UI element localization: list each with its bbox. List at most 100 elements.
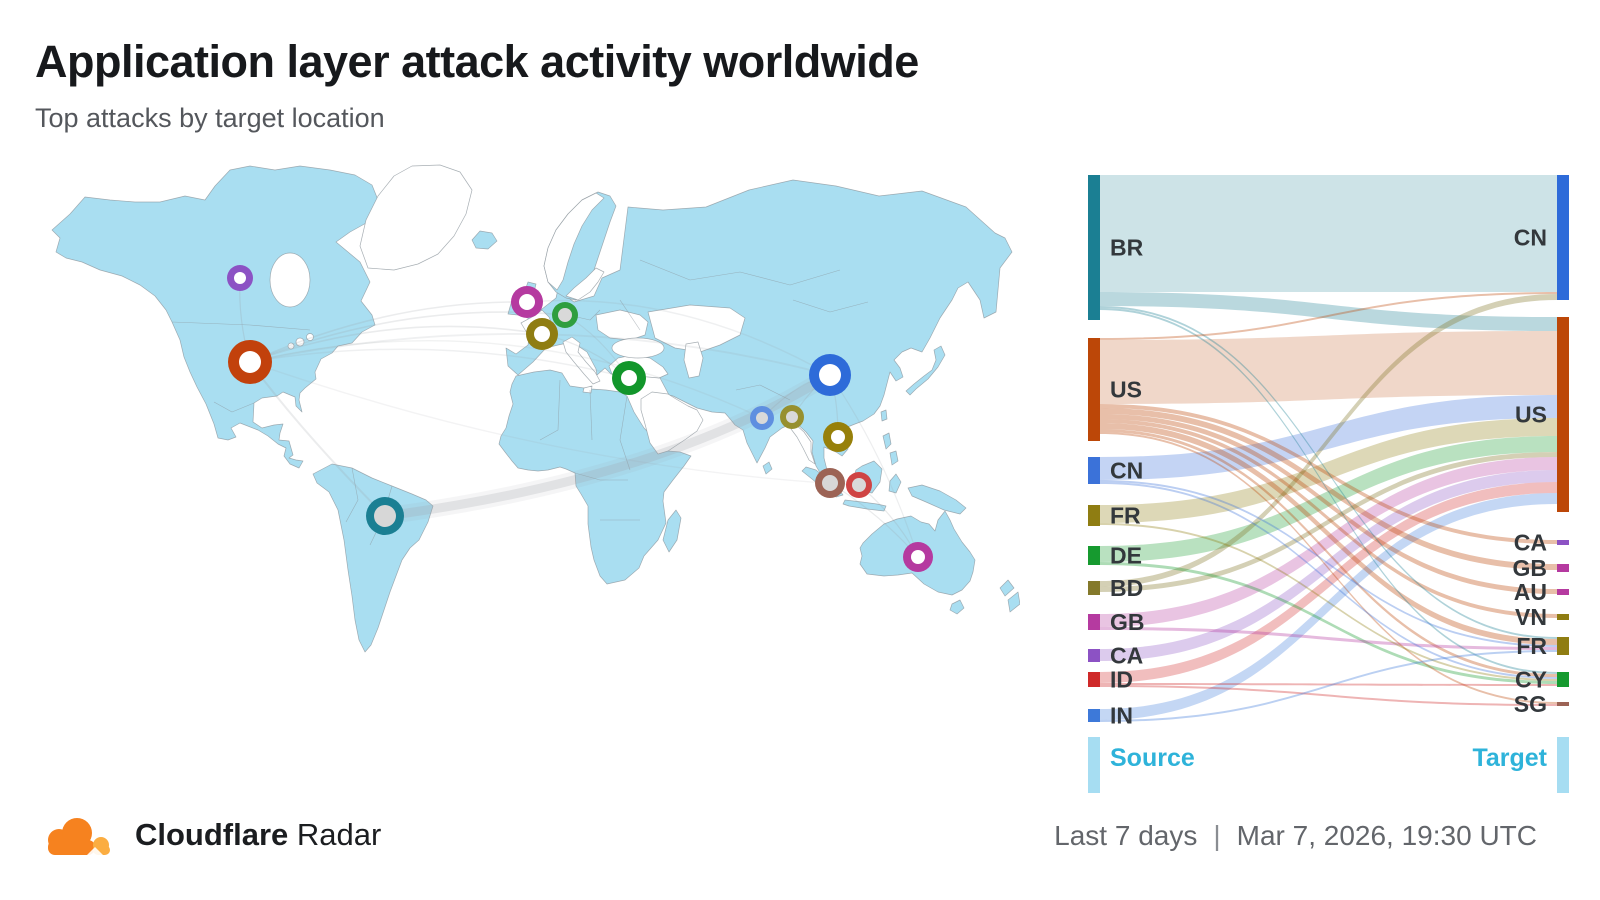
sankey-node-target-CY: CY <box>1515 667 1569 693</box>
sankey-link-CA-US <box>1100 470 1557 661</box>
great-lake-3 <box>287 342 295 350</box>
hudson-bay <box>269 252 311 308</box>
sankey-label-CY: CY <box>1515 667 1547 693</box>
sankey-node-source-BR: BR <box>1088 175 1144 320</box>
map-marker-US <box>228 340 272 384</box>
sankey-node-source-US: US <box>1088 338 1142 441</box>
sankey-link-CN-US <box>1100 395 1557 480</box>
madagascar <box>662 509 682 553</box>
greenland <box>359 164 473 271</box>
sankey-link-IN-US <box>1100 493 1557 720</box>
ukraine-black-sea <box>595 309 649 341</box>
philippines <box>882 432 899 466</box>
great-lake-2 <box>306 333 314 341</box>
brand-text: Cloudflare Radar <box>135 817 381 853</box>
brand-name-regular: Radar <box>296 817 382 852</box>
sankey-node-source-FR: FR <box>1088 503 1141 529</box>
sankey-node-source-BD: BD <box>1088 575 1143 601</box>
cloudflare-logo-icon <box>48 818 110 855</box>
map-marker-CA <box>227 265 253 291</box>
java <box>842 499 887 512</box>
brand-footer: Cloudflare Radar <box>35 800 381 870</box>
sankey-label-IN: IN <box>1110 703 1133 729</box>
sankey-node-target-GB: GB <box>1513 555 1569 581</box>
caspian-sea <box>683 341 704 379</box>
map-marker-DE <box>552 302 578 328</box>
sankey-link-GB-US <box>1100 457 1557 627</box>
italy <box>562 336 601 394</box>
map-marker-AU <box>903 542 933 572</box>
sankey-link-IN-FR <box>1100 650 1557 722</box>
sankey-node-source-GB: GB <box>1088 609 1145 635</box>
attack-arc-FR-US <box>249 325 543 363</box>
time-range-label: Last 7 days <box>1054 820 1198 851</box>
taiwan <box>880 409 888 422</box>
south-america <box>312 463 434 653</box>
source-axis-bar <box>1088 737 1100 793</box>
sankey-node-source-DE: DE <box>1088 543 1142 569</box>
sankey-links-layer <box>1100 175 1557 722</box>
sankey-link-CN-FR <box>1100 480 1557 647</box>
sankey-node-source-CN: CN <box>1088 457 1143 484</box>
sankey-link-US-US <box>1100 331 1557 404</box>
map-marker-IN <box>750 406 774 430</box>
sankey-node-target-CA: CA <box>1514 530 1569 556</box>
sankey-link-US-FR <box>1100 423 1557 645</box>
logo-highlight <box>87 847 103 855</box>
sankey-node-target-FR: FR <box>1516 633 1569 659</box>
sankey-link-FR-US <box>1100 418 1557 523</box>
sankey-label-GB: GB <box>1513 555 1548 581</box>
sankey-node-source-ID: ID <box>1088 667 1133 693</box>
timestamp-label: Mar 7, 2026, 19:30 UTC <box>1236 820 1537 851</box>
map-marker-BR <box>366 497 404 535</box>
sankey-label-DE: DE <box>1110 543 1142 569</box>
norway <box>543 192 605 291</box>
sankey-node-target-VN: VN <box>1515 604 1569 630</box>
continents-layer <box>51 164 1020 653</box>
map-marker-CN <box>809 354 851 396</box>
attack-arc-IN-US <box>249 339 763 419</box>
map-marker-ID <box>846 472 872 498</box>
attack-arc-GB-CN <box>526 299 831 376</box>
sankey-link-FR-CY <box>1100 523 1557 681</box>
sankey-node-source-CA: CA <box>1088 643 1143 669</box>
sankey-label-VN: VN <box>1515 604 1547 630</box>
sankey-link-US-CA <box>1100 404 1557 544</box>
attack-arc-CN-AU <box>829 374 919 558</box>
sankey-link-US-VN <box>1100 419 1557 618</box>
attack-arc-BR-CN <box>380 370 835 521</box>
map-marker-VN <box>823 422 853 452</box>
country-borders <box>171 259 869 546</box>
sankey-node-target-AU: AU <box>1514 579 1569 605</box>
north-america <box>51 165 381 469</box>
target-axis-bar <box>1557 737 1569 793</box>
sankey-label-FR: FR <box>1516 633 1547 659</box>
sankey-label-BD: BD <box>1110 575 1143 601</box>
iceland <box>471 230 498 250</box>
sankey-link-US-AU <box>1100 414 1557 594</box>
sri-lanka <box>762 461 773 475</box>
saudi-arabia <box>640 391 704 455</box>
sankey-link-ID-US <box>1100 482 1557 683</box>
sankey-link-BR-CY <box>1100 308 1557 674</box>
sankey-source-label: Source <box>1110 744 1195 772</box>
map-marker-CY <box>612 361 646 395</box>
eurasia <box>505 179 1013 484</box>
sankey-label-AU: AU <box>1514 579 1547 605</box>
brand-name-bold: Cloudflare <box>135 817 289 852</box>
sankey-label-ID: ID <box>1110 667 1133 693</box>
sankey-link-BR-CN <box>1100 175 1557 292</box>
africa <box>498 369 692 585</box>
sankey-link-US-SG <box>1100 432 1557 704</box>
sankey-link-ID-CY <box>1100 683 1557 686</box>
sankey-link-BD-CN <box>1100 294 1557 587</box>
sankey-link-US-CY <box>1100 429 1557 677</box>
sankey-link-BR-US <box>1100 292 1557 331</box>
separator: | <box>1213 820 1221 851</box>
map-marker-GB <box>511 286 543 318</box>
kazakhstan <box>647 304 746 353</box>
sankey-link-BR-FR <box>1100 306 1557 639</box>
sankey-node-target-US: US <box>1515 317 1569 512</box>
new-guinea <box>907 484 967 515</box>
